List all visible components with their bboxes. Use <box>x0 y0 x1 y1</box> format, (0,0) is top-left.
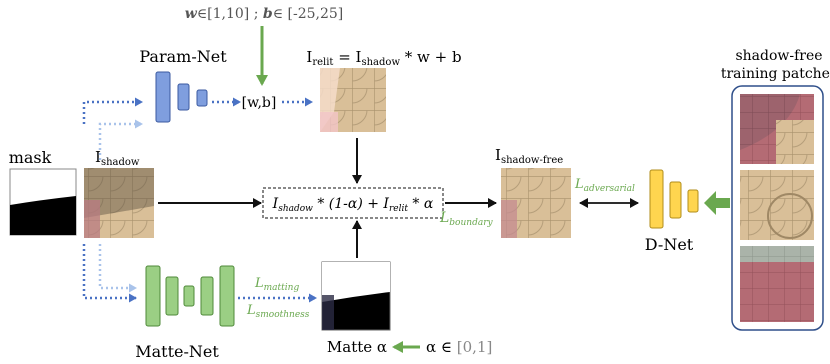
l-matting: Lmatting <box>254 276 299 293</box>
patches-frame <box>731 85 824 331</box>
input-to-paramnet-arrow <box>82 97 143 124</box>
matte-alpha-label: Matte α <box>327 338 387 356</box>
patch-2 <box>740 170 814 240</box>
dnet-label: D-Net <box>645 235 694 254</box>
matte-image <box>321 261 391 331</box>
input-shadow-label: Ishadow <box>95 148 140 168</box>
composite-equation: Ishadow * (1-α) + Irelit * α <box>272 196 434 214</box>
l-smoothness: Lsmoothness <box>246 303 310 320</box>
param-range-label: w∈[1,10] ; b∈ [-25,25] <box>185 6 343 22</box>
param-net-block <box>155 71 208 123</box>
input-to-mattenet-arrow <box>82 244 137 303</box>
dnet-block <box>649 169 699 229</box>
l-adversarial: Ladversarial <box>574 177 635 194</box>
mask-to-paramnet-arrow <box>98 119 143 160</box>
patches-title-line1: shadow-free <box>735 48 822 64</box>
mask-label: mask <box>9 148 52 167</box>
output-image <box>501 168 571 238</box>
mask-to-mattenet-arrow <box>98 244 137 293</box>
input-shadow-image <box>84 168 154 238</box>
patches-to-dnet-arrow <box>704 191 730 215</box>
alpha-range-label: α ∈ [0,1] <box>426 338 492 356</box>
relit-equation: Irelit = Ishadow * w + b <box>306 48 461 68</box>
matte-net-block <box>145 265 235 327</box>
patch-1 <box>740 94 814 164</box>
matte-net-label: Matte-Net <box>135 342 219 360</box>
wb-label: [w,b] <box>242 95 277 111</box>
mask-image <box>9 168 77 236</box>
l-boundary: Lboundary <box>439 210 493 228</box>
output-label: Ishadow-free <box>495 146 563 166</box>
relit-image <box>320 68 386 132</box>
patches-title-line2: training patches <box>721 66 830 82</box>
param-net-label: Param-Net <box>139 47 227 66</box>
composite-box <box>262 187 444 219</box>
patch-3 <box>740 246 814 322</box>
